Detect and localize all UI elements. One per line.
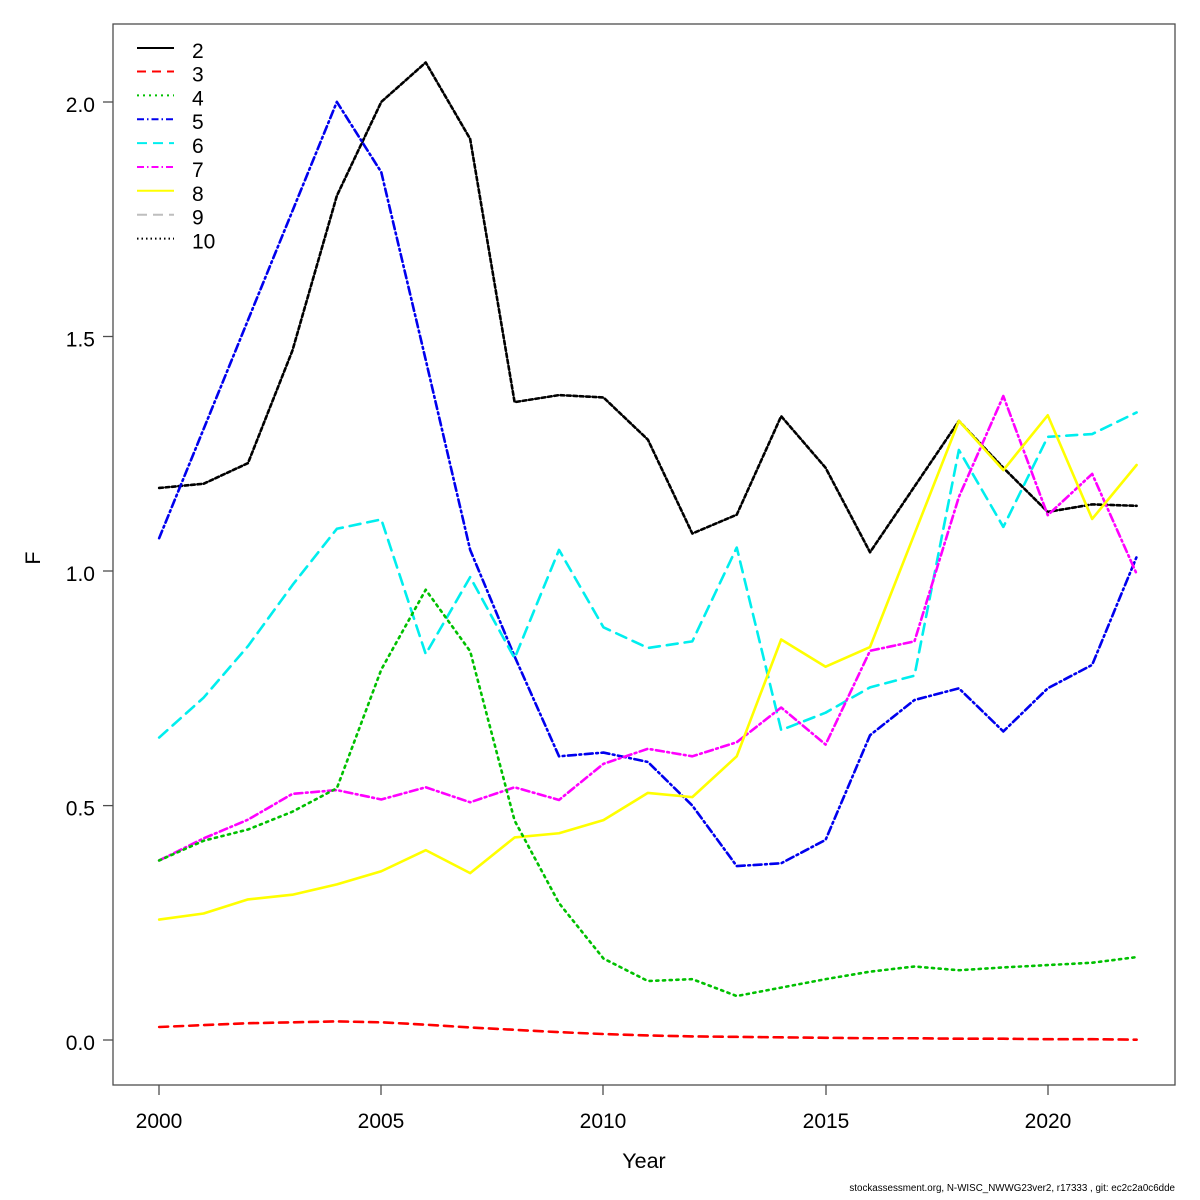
svg-text:3: 3 — [192, 64, 204, 87]
svg-text:4: 4 — [192, 87, 204, 110]
svg-text:0.0: 0.0 — [66, 1032, 95, 1055]
svg-text:2015: 2015 — [803, 1110, 850, 1133]
svg-text:2005: 2005 — [358, 1110, 405, 1133]
svg-text:2: 2 — [192, 40, 204, 63]
svg-text:2.0: 2.0 — [66, 94, 95, 117]
svg-text:0.5: 0.5 — [66, 798, 95, 821]
svg-text:2020: 2020 — [1025, 1110, 1072, 1133]
svg-text:1.5: 1.5 — [66, 329, 95, 352]
svg-text:1.0: 1.0 — [66, 563, 95, 586]
svg-text:7: 7 — [192, 159, 204, 182]
svg-text:5: 5 — [192, 111, 204, 134]
svg-text:F: F — [21, 551, 45, 564]
svg-text:6: 6 — [192, 135, 204, 158]
svg-text:Year: Year — [622, 1149, 665, 1173]
svg-text:2000: 2000 — [136, 1110, 183, 1133]
svg-text:9: 9 — [192, 207, 204, 230]
svg-text:8: 8 — [192, 183, 204, 206]
svg-text:2010: 2010 — [580, 1110, 627, 1133]
svg-text:stockassessment.org, N-WISC_NW: stockassessment.org, N-WISC_NWWG23ver2, … — [849, 1183, 1175, 1194]
svg-text:10: 10 — [192, 231, 215, 254]
